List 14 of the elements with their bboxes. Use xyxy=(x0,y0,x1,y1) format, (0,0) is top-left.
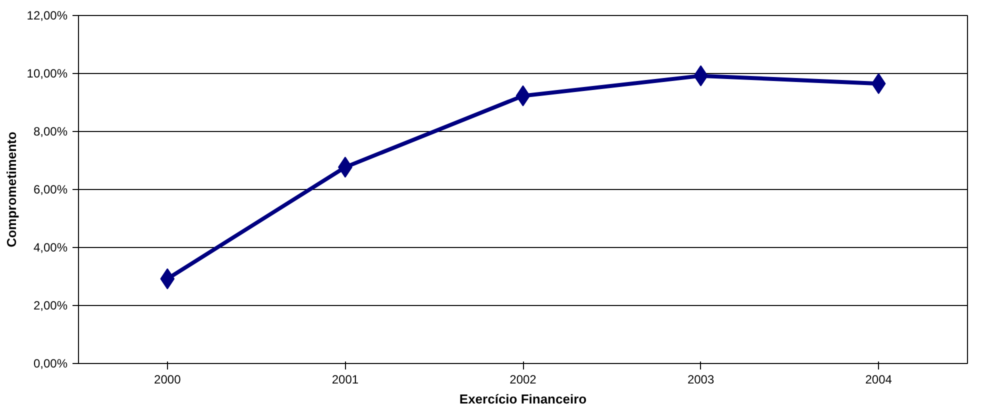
y-tick-label: 12,00% xyxy=(26,8,68,22)
x-tick-label: 2003 xyxy=(687,372,714,386)
x-tick-label: 2004 xyxy=(865,372,892,386)
x-tick-label: 2002 xyxy=(510,372,537,386)
x-axis-title: Exercício Financeiro xyxy=(459,392,587,406)
x-tick-label: 2001 xyxy=(332,372,359,386)
x-tick-label: 2000 xyxy=(154,372,182,386)
y-axis-title: Comprometimento xyxy=(4,132,19,248)
y-tick-label: 8,00% xyxy=(33,124,68,138)
y-tick-label: 2,00% xyxy=(33,298,68,312)
y-tick-label: 10,00% xyxy=(26,66,68,80)
y-tick-label: 6,00% xyxy=(33,182,68,196)
y-tick-label: 0,00% xyxy=(33,356,68,370)
y-tick-label: 4,00% xyxy=(33,240,68,254)
